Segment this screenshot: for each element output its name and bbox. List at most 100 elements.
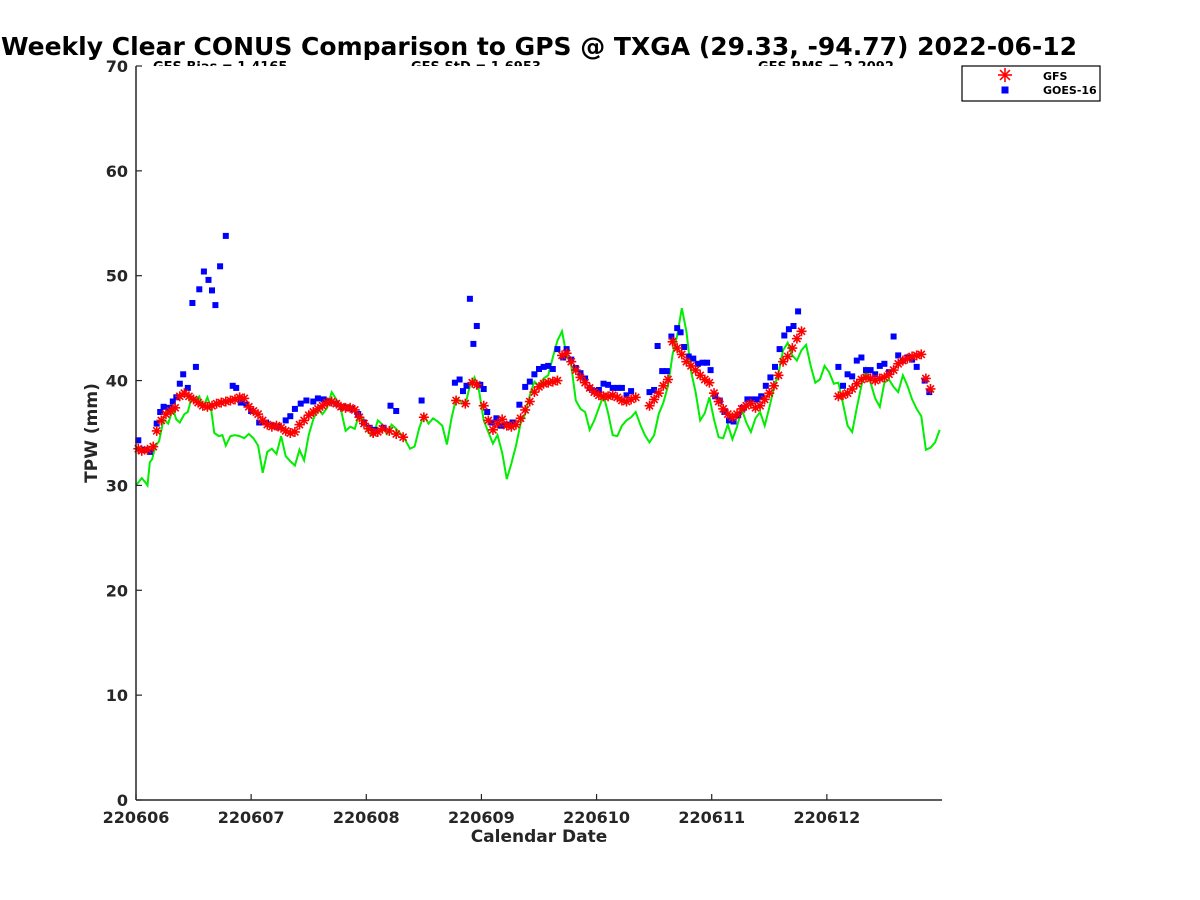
goes16-point (527, 379, 533, 385)
legend-gfs-label: GFS (1043, 70, 1068, 83)
goes16-point (457, 377, 463, 383)
goes16-point (223, 233, 229, 239)
goes16-point (484, 409, 490, 415)
gfs-point (631, 392, 641, 402)
chart-title: Weekly Clear CONUS Comparison to GPS @ T… (1, 32, 1077, 61)
gfs-point (783, 351, 793, 361)
goes16-point (393, 408, 399, 414)
goes16-point (193, 364, 199, 370)
gfs-point (645, 401, 655, 411)
goes16-point (292, 406, 298, 412)
gfs-point (479, 401, 489, 411)
gfs-point (760, 394, 770, 404)
x-tick-label: 220611 (678, 808, 745, 827)
goes16-point (474, 323, 480, 329)
x-axis-label: Calendar Date (471, 827, 608, 847)
gfs-point (654, 388, 664, 398)
gfs-point (769, 381, 779, 391)
x-tick-label: 220608 (333, 808, 400, 827)
goes16-point (298, 401, 304, 407)
goes16-point (201, 269, 207, 275)
goes16-point (664, 368, 670, 374)
goes16-point (849, 373, 855, 379)
gfs-point (497, 414, 507, 424)
plot-area (136, 66, 942, 800)
goes16-point (233, 385, 239, 391)
gfs-point (148, 442, 158, 452)
gfs-point (460, 399, 470, 409)
goes16-point (763, 383, 769, 389)
goes16-point (835, 364, 841, 370)
gfs-point (354, 412, 364, 422)
goes16-point (206, 277, 212, 283)
goes16-point (522, 384, 528, 390)
goes16-point (858, 355, 864, 361)
gfs-point (672, 343, 682, 353)
gfs-point (571, 365, 581, 375)
goes16-point (767, 374, 773, 380)
gfs-point (921, 373, 931, 383)
gfs-point (451, 395, 461, 405)
gfs-point (787, 343, 797, 353)
gfs-point (562, 348, 572, 358)
y-tick-label: 20 (106, 581, 128, 600)
goes16-point (388, 403, 394, 409)
gfs-point (658, 381, 668, 391)
goes16-point (914, 364, 920, 370)
goes16-point (554, 346, 560, 352)
gfs-point (709, 388, 719, 398)
goes16-point (708, 367, 714, 373)
gfs-point (350, 405, 360, 415)
gfs-point (649, 394, 659, 404)
goes16-point (180, 371, 186, 377)
goes16-point (161, 404, 167, 410)
legend-goes16-label: GOES-16 (1043, 84, 1097, 97)
legend-gfs-marker (998, 68, 1012, 82)
gfs-point (566, 357, 576, 367)
gfs-point (668, 337, 678, 347)
goes16-point (681, 344, 687, 350)
gfs-point (253, 409, 263, 419)
goes16-point (791, 323, 797, 329)
goes16-point (481, 386, 487, 392)
gfs-point (925, 384, 935, 394)
goes16-point (655, 343, 661, 349)
goes16-point (315, 395, 321, 401)
goes16-point (628, 388, 634, 394)
goes16-point (704, 360, 710, 366)
goes16-point (678, 329, 684, 335)
goes16-point (619, 385, 625, 391)
goes16-point (460, 388, 466, 394)
goes16-point (840, 383, 846, 389)
gfs-point (511, 420, 521, 430)
y-tick-label: 50 (106, 267, 128, 286)
gfs-point (377, 424, 387, 434)
y-axis-label: TPW (mm) (82, 383, 102, 483)
goes16-point (212, 302, 218, 308)
x-tick-label: 220612 (793, 808, 860, 827)
gfs-point (792, 334, 802, 344)
goes16-point (531, 371, 537, 377)
gfs-point (516, 413, 526, 423)
gfs-point (290, 427, 300, 437)
goes16-point (690, 356, 696, 362)
gfs-point (663, 375, 673, 385)
gfs-point (170, 403, 180, 413)
gfs-point (889, 365, 899, 375)
goes16-point (419, 398, 425, 404)
legend-gfs-asterisk (998, 68, 1012, 82)
goes16-point (772, 364, 778, 370)
goes16-point (891, 334, 897, 340)
gfs-point (797, 326, 807, 336)
legend-goes16-marker (1002, 87, 1009, 94)
goes16-point (470, 341, 476, 347)
y-tick-label: 10 (106, 686, 128, 705)
gfs-point (552, 376, 562, 386)
gfs-point (483, 415, 493, 425)
x-tick-label: 220610 (563, 808, 630, 827)
gfs-point (704, 378, 714, 388)
gfs-point (677, 349, 687, 359)
y-tick-label: 40 (106, 372, 128, 391)
y-tick-label: 60 (106, 162, 128, 181)
